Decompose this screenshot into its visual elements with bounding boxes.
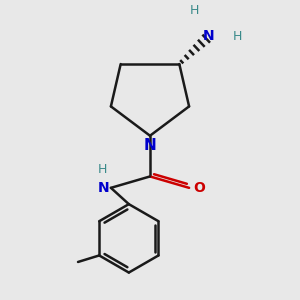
- Text: H: H: [189, 4, 199, 17]
- Text: N: N: [144, 138, 156, 153]
- Text: O: O: [193, 181, 205, 195]
- Text: N: N: [98, 181, 109, 195]
- Text: H: H: [233, 30, 242, 43]
- Text: H: H: [98, 164, 107, 176]
- Text: N: N: [203, 29, 214, 44]
